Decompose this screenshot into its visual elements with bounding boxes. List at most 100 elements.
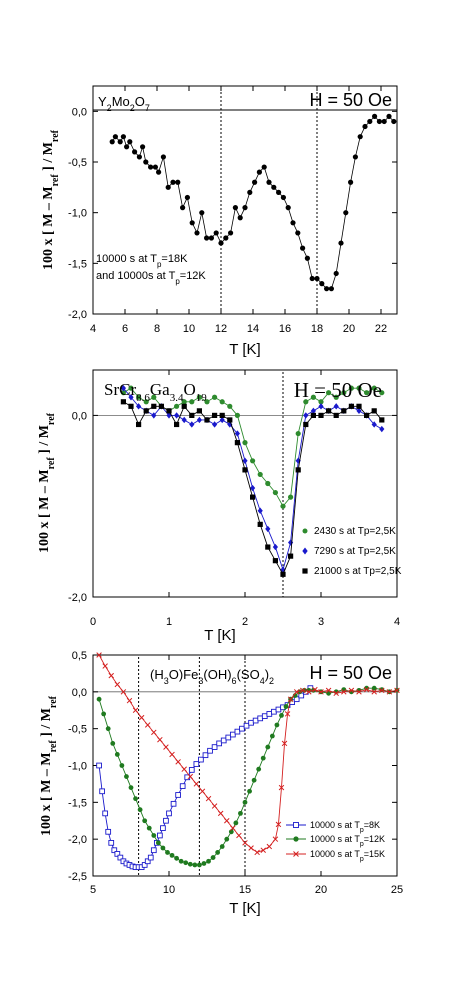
y-axis-label-part: M (41, 142, 56, 155)
legend-marker (302, 547, 308, 555)
annotation-part: p (157, 260, 162, 269)
data-point (138, 714, 145, 721)
field-label: H = 50 Oe (309, 663, 392, 683)
data-point (272, 489, 278, 496)
data-point (338, 240, 344, 246)
annotation-line-2: and 10000s at Tp=12K (96, 270, 206, 286)
legend-label-part: 10000 s at T (310, 849, 360, 859)
legend-label-part: =15K (364, 849, 385, 859)
compound-part: 3 (198, 676, 203, 686)
data-point (280, 194, 286, 201)
compound-part: Ga (150, 380, 170, 399)
y-axis-label-sub: ref (46, 457, 57, 470)
data-point (158, 403, 164, 409)
data-point (275, 821, 282, 828)
data-point (333, 394, 339, 400)
data-point (367, 118, 373, 125)
x-tick-label: 10 (163, 884, 175, 896)
data-point (151, 394, 157, 400)
data-point (196, 394, 202, 400)
data-point (193, 781, 200, 787)
data-point (114, 851, 121, 857)
data-point (252, 717, 259, 724)
data-point (210, 855, 216, 860)
data-point (372, 113, 378, 119)
data-point (140, 144, 146, 150)
y-tick-label: -2,0 (68, 834, 87, 846)
data-point (128, 385, 134, 391)
data-point (202, 752, 209, 759)
y-axis-label-sub: ref (50, 174, 61, 187)
data-point (290, 220, 296, 226)
y-tick-label: 0,0 (72, 106, 87, 118)
data-point (318, 412, 324, 418)
data-point (189, 412, 195, 418)
data-point (197, 862, 202, 868)
data-point (108, 672, 114, 679)
data-point (163, 744, 169, 750)
data-point (310, 394, 316, 400)
data-point (215, 850, 221, 855)
y-axis-label: 100 x [ M – Mref ] / Mref (37, 412, 57, 553)
data-point (188, 767, 195, 773)
field-label: H = 50 Oe (309, 90, 392, 110)
legend-label-part: 10000 s at T (310, 834, 360, 844)
data-point (217, 810, 224, 817)
y-axis-label-sub: ref (48, 695, 59, 708)
data-point (292, 693, 298, 698)
data-point (295, 230, 301, 236)
legend-label-part: p (360, 841, 364, 848)
data-point (193, 761, 200, 767)
x-tick-label: 5 (90, 884, 96, 896)
data-point (136, 421, 142, 428)
data-point (266, 179, 272, 185)
data-point (156, 169, 162, 175)
data-point (237, 215, 243, 221)
data-point (260, 755, 266, 761)
data-point (228, 829, 234, 835)
x-tick-label: 8 (154, 323, 160, 335)
data-point (269, 733, 275, 739)
data-point (165, 184, 171, 190)
data-point (376, 118, 382, 125)
legend-label-part: =12K (364, 834, 385, 844)
legend-label-part: =8K (364, 820, 380, 830)
data-point (207, 747, 213, 754)
data-point (256, 766, 262, 772)
data-point (174, 421, 180, 428)
y-axis-label: 100 x [ M – Mref ] / Mref (41, 129, 61, 270)
data-point (303, 399, 309, 405)
data-point (242, 457, 248, 464)
legend-label: 7290 s at Tp=2,5K (314, 546, 396, 557)
annotation-part: =12K (180, 270, 207, 282)
x-axis-label: T [K] (204, 627, 235, 644)
legend-marker (302, 528, 308, 534)
data-point (343, 210, 349, 216)
y-axis-label-part: ] / (41, 155, 56, 174)
data-point (265, 544, 271, 550)
data-point (306, 689, 312, 695)
data-point (303, 421, 309, 428)
data-point (219, 844, 225, 849)
x-tick-label: 22 (375, 323, 387, 335)
data-point (341, 408, 347, 414)
data-point (257, 521, 263, 527)
data-point (187, 861, 193, 867)
compound-part: Y (98, 94, 107, 109)
y-axis-label-part: M (37, 425, 52, 438)
y-axis-label-part: M (39, 752, 54, 765)
field-label: H = 50 Oe (294, 378, 382, 402)
legend-label-part: 10000 s at T (310, 820, 360, 830)
data-point (117, 139, 123, 145)
data-point (364, 412, 370, 418)
data-point (230, 825, 236, 831)
compound-part: (H (150, 667, 164, 682)
data-point (204, 235, 210, 241)
legend-label: 2430 s at Tp=2,5K (314, 526, 396, 537)
data-point (247, 788, 252, 794)
data-point (300, 687, 306, 694)
data-point (356, 403, 362, 409)
x-tick-label: 12 (215, 323, 227, 335)
data-point (166, 810, 172, 817)
data-point (239, 725, 245, 732)
